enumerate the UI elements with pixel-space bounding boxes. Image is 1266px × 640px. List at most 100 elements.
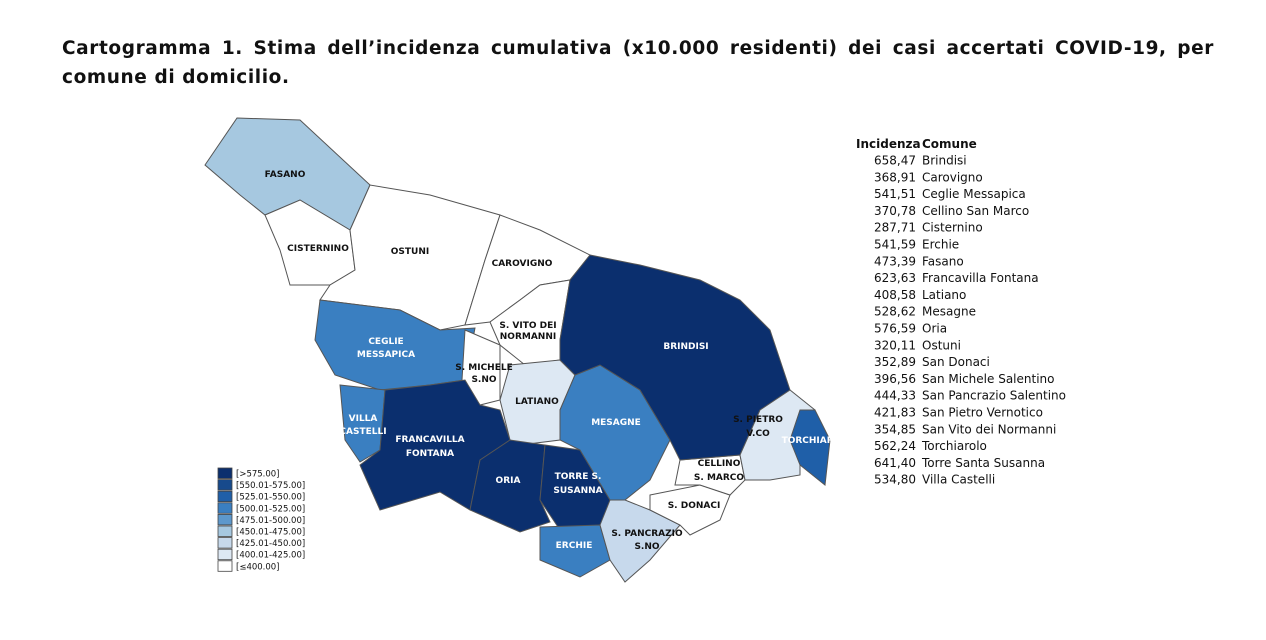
municipality-name: San Donaci [922,355,990,369]
label-line: CASTELLI [339,427,386,437]
region [461,329,501,406]
municipality-name: Ceglie Messapica [922,187,1026,201]
legend-label: [450.01-475.00] [236,528,305,538]
table-header: Comune [922,137,977,151]
region-label: MESAGNE [591,418,641,428]
region [599,499,681,583]
region [539,524,611,578]
municipality-name: Mesagne [922,305,976,319]
incidence-value: 370,78 [874,204,916,218]
region-label: OSTUNI [391,247,429,257]
municipality-name: Torchiarolo [921,439,987,453]
label-line: NORMANNI [500,332,556,342]
legend: [>575.00][550.01-575.00][525.01-550.00][… [217,467,305,572]
legend-label: [550.01-575.00] [236,481,305,491]
incidence-value: 528,62 [874,305,916,319]
incidence-value: 320,11 [874,338,916,352]
legend-swatch [217,525,233,537]
incidence-value: 562,24 [874,439,916,453]
incidence-value: 623,63 [874,271,916,285]
region [559,254,791,461]
region-label: FRANCAVILLA FONTANA [395,435,464,459]
region-label: S. VITO DEI NORMANNI [499,321,556,342]
region-label: FASANO [265,170,306,180]
legend-swatch [217,548,233,561]
municipality-name: Torre Santa Susanna [921,456,1045,470]
municipality-name: Erchie [922,238,959,252]
label-line: S.NO [471,375,496,385]
region-label: BRINDISI [663,342,708,352]
incidence-value: 354,85 [874,422,916,436]
legend-swatch [217,502,233,514]
label-line: S. MARCO [694,473,744,483]
label-line: TORRE S. [555,472,602,482]
legend-swatch [217,479,233,491]
region-label: TORRE S. SUSANNA [553,472,602,496]
regions [204,117,831,583]
legend-label: [475.01-500.00] [236,516,305,526]
region-label: S. PANCRAZIO S.NO [611,529,683,552]
label-line: TORCHIAROLO [782,436,855,446]
label-line: VILLA [349,414,378,424]
municipality-name: Villa Castelli [922,473,995,487]
legend-swatch [217,467,233,479]
region-label: S. DONACI [668,501,721,511]
label-line: MESSAPICA [357,350,415,360]
incidence-value: 287,71 [874,221,916,235]
region-label: CEGLIE MESSAPICA [357,337,415,360]
municipality-name: Ostuni [922,338,961,352]
label-line: LATIANO [515,397,559,407]
region-label: CISTERNINO [287,244,349,254]
legend-swatch [217,514,233,526]
incidence-value: 421,83 [874,406,916,420]
region-label: CELLINO S. MARCO [694,459,744,483]
region-label: S. MICHELE S.NO [455,363,513,385]
region [739,389,816,481]
incidence-value: 396,56 [874,372,916,386]
legend-label: [500.01-525.00] [236,504,305,514]
legend-label: [400.01-425.00] [236,551,305,561]
municipality-name: Fasano [922,254,964,268]
municipality-name: San Michele Salentino [922,372,1054,386]
label-line: V.CO [746,429,770,439]
incidence-value: 541,51 [874,187,916,201]
municipality-name: San Pietro Vernotico [922,406,1043,420]
municipality-name: Carovigno [922,170,983,184]
region [339,384,386,463]
incidence-value: 444,33 [874,389,916,403]
municipality-name: Latiano [922,288,966,302]
region-labels: FASANO CISTERNINO OSTUNI CAROVIGNO S. VI… [265,170,855,552]
label-line: SUSANNA [553,486,602,496]
table-header: Incidenza [856,137,921,151]
municipality-name: Cellino San Marco [922,204,1029,218]
region [469,439,551,533]
title: Cartogramma 1. Stima dell’incidenza cumu… [62,38,1214,88]
label-line: ERCHIE [556,541,593,551]
region-label: CAROVIGNO [492,259,553,269]
incidence-value: 658,47 [874,154,916,168]
incidence-value: 473,39 [874,254,916,268]
region [789,409,831,486]
municipality-name: San Pancrazio Salentino [922,389,1066,403]
region-label: LATIANO [515,397,559,407]
label-line: CEGLIE [368,337,403,347]
label-line: CISTERNINO [287,244,349,254]
region-label: VILLA CASTELLI [339,414,386,437]
incidence-value: 576,59 [874,322,916,336]
label-line: S. VITO DEI [499,321,556,331]
table: Incidenza Comune 658,47 Brindisi 368,91 Carov… [856,137,1066,487]
legend-swatch [217,490,233,503]
label-line: S. MICHELE [455,363,513,373]
incidence-value: 641,40 [874,456,916,470]
label-line: FASANO [265,170,306,180]
label-line: S. PANCRAZIO [611,529,683,539]
legend-swatch [217,537,233,549]
legend-label: [425.01-450.00] [236,539,305,549]
incidence-value: 541,59 [874,238,916,252]
label-line: BRINDISI [663,342,708,352]
region-label: TORCHIAROLO [782,436,855,446]
incidence-value: 352,89 [874,355,916,369]
label-line: S. PIETRO [733,415,783,425]
region-label: ORIA [496,476,521,486]
